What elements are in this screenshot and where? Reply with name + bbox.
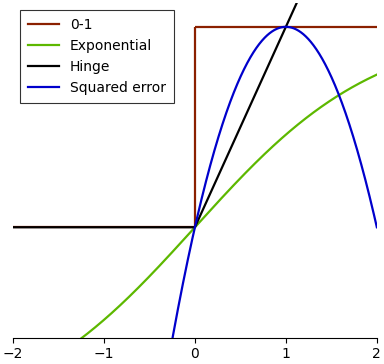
Legend: 0-1, Exponential, Hinge, Squared error: 0-1, Exponential, Hinge, Squared error [20,10,174,103]
